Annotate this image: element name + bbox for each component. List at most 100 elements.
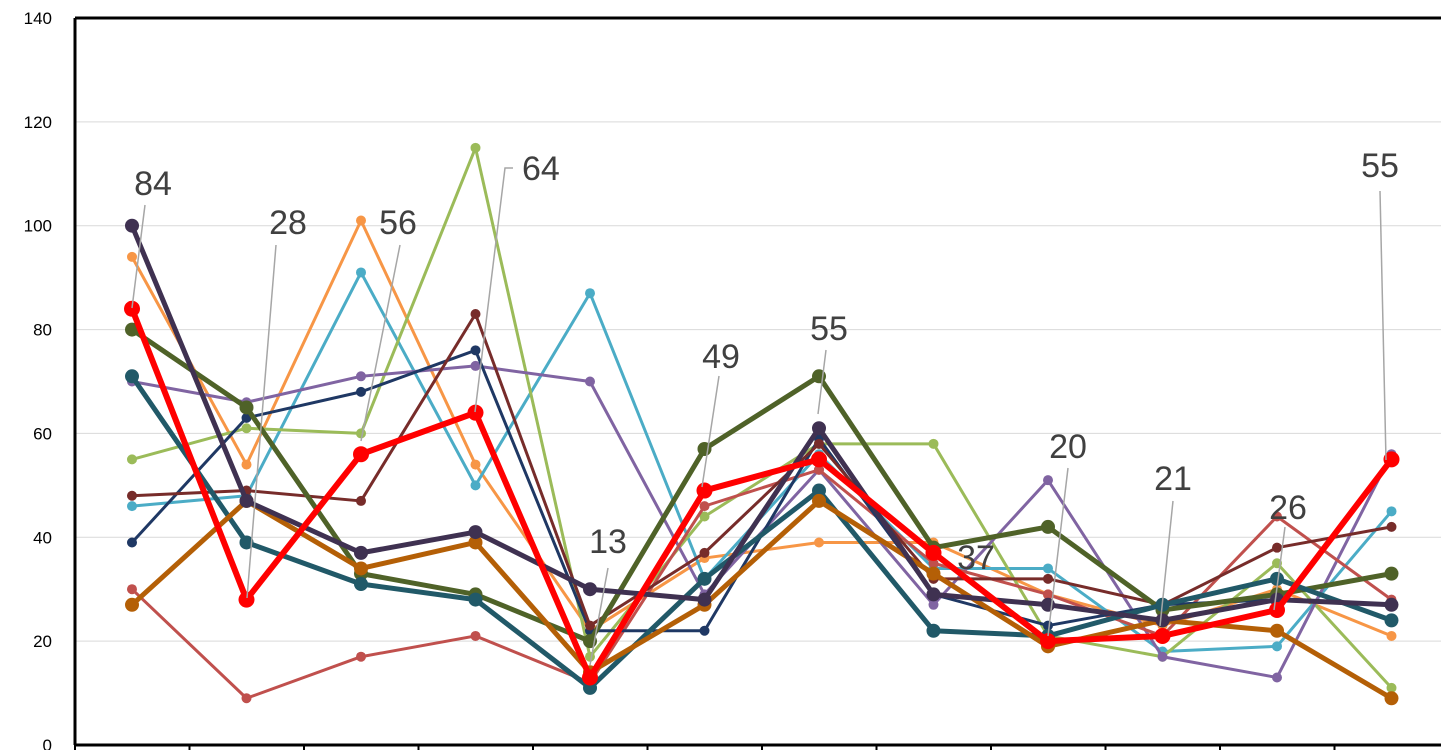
data-point	[1043, 475, 1053, 486]
data-point	[1270, 571, 1284, 586]
data-label: 64	[522, 150, 560, 188]
data-label: 84	[134, 165, 172, 203]
data-label: 28	[269, 204, 307, 242]
series-line	[130, 498, 1393, 701]
data-point	[467, 404, 484, 421]
data-point	[1040, 633, 1056, 650]
data-point	[585, 651, 595, 662]
leader-line	[1273, 526, 1286, 611]
data-point	[812, 421, 826, 436]
data-point	[124, 300, 140, 317]
data-point	[1272, 511, 1282, 522]
leader-line	[246, 244, 277, 599]
data-point	[356, 651, 366, 662]
data-point	[127, 490, 137, 501]
data-point	[585, 620, 595, 631]
data-point	[1386, 682, 1397, 693]
data-point	[353, 446, 369, 463]
data-point	[928, 599, 939, 610]
data-point	[470, 345, 481, 356]
data-point	[468, 525, 483, 540]
data-point	[1043, 589, 1053, 600]
data-point	[125, 218, 139, 233]
data-point	[1154, 627, 1171, 644]
data-point	[697, 571, 712, 586]
data-point	[241, 459, 252, 470]
data-point	[468, 535, 483, 550]
data-point	[356, 495, 366, 506]
series-3	[127, 267, 1397, 657]
leader-line	[1047, 467, 1069, 637]
data-point	[127, 501, 137, 512]
leader-line	[589, 567, 609, 666]
series-group	[124, 142, 1400, 706]
data-point	[1041, 519, 1055, 534]
data-point	[127, 454, 137, 465]
series-line	[130, 219, 1393, 638]
data-point	[470, 308, 481, 319]
data-point	[356, 428, 366, 439]
data-label: 26	[1269, 489, 1307, 527]
y-axis-tick-labels: 0 20 40 60 80 100 120 140	[24, 9, 52, 750]
data-point	[583, 582, 597, 597]
data-label: 55	[810, 310, 848, 348]
data-point	[812, 493, 826, 508]
data-point	[1384, 691, 1399, 706]
data-label: 20	[1049, 428, 1087, 466]
data-point	[470, 630, 481, 641]
data-point	[582, 669, 598, 686]
data-point	[354, 577, 368, 592]
data-label: 37	[957, 539, 995, 577]
series-5	[127, 360, 1397, 683]
gridlines	[75, 121, 1441, 642]
data-point	[1384, 613, 1399, 628]
y-tick-label: 0	[43, 736, 52, 750]
data-point	[1386, 506, 1397, 517]
data-point	[1386, 630, 1397, 641]
y-tick-label: 40	[33, 528, 52, 547]
data-point	[814, 464, 824, 475]
y-tick-label: 60	[33, 424, 52, 443]
data-point	[241, 423, 252, 434]
series-2	[127, 215, 1397, 641]
data-point	[354, 561, 368, 576]
series-line	[130, 348, 1392, 633]
y-tick-label: 120	[24, 113, 52, 132]
data-point	[1043, 563, 1053, 574]
data-point	[699, 511, 710, 522]
data-point	[1384, 566, 1399, 581]
data-point	[1272, 672, 1282, 683]
data-point	[470, 480, 481, 491]
data-point	[238, 591, 255, 608]
data-point	[697, 442, 712, 457]
data-point	[127, 251, 137, 262]
data-point	[585, 288, 595, 299]
data-point	[354, 545, 368, 560]
data-point	[1043, 573, 1053, 584]
data-point	[925, 544, 942, 561]
data-point	[1043, 620, 1053, 631]
data-point	[127, 584, 137, 595]
series-line	[129, 224, 1392, 623]
leader-line	[360, 244, 401, 442]
data-point	[125, 597, 139, 612]
data-point	[1384, 597, 1399, 612]
series-line	[131, 146, 1393, 689]
data-point	[241, 693, 252, 704]
y-tick-label: 100	[24, 217, 52, 236]
data-labels-group: 84 28 56 64 13 49 55 37 20 21 26 55	[131, 147, 1399, 666]
series-line	[129, 374, 1393, 691]
data-point	[239, 535, 254, 550]
data-point	[696, 482, 713, 499]
series-1	[124, 300, 1400, 686]
data-point	[239, 493, 254, 508]
data-point	[811, 451, 827, 468]
data-point	[1383, 451, 1400, 468]
data-point	[127, 537, 137, 548]
data-point	[1270, 623, 1284, 638]
data-point	[1272, 542, 1282, 553]
data-point	[699, 547, 710, 558]
data-point	[699, 501, 710, 512]
leader-line	[474, 167, 513, 413]
